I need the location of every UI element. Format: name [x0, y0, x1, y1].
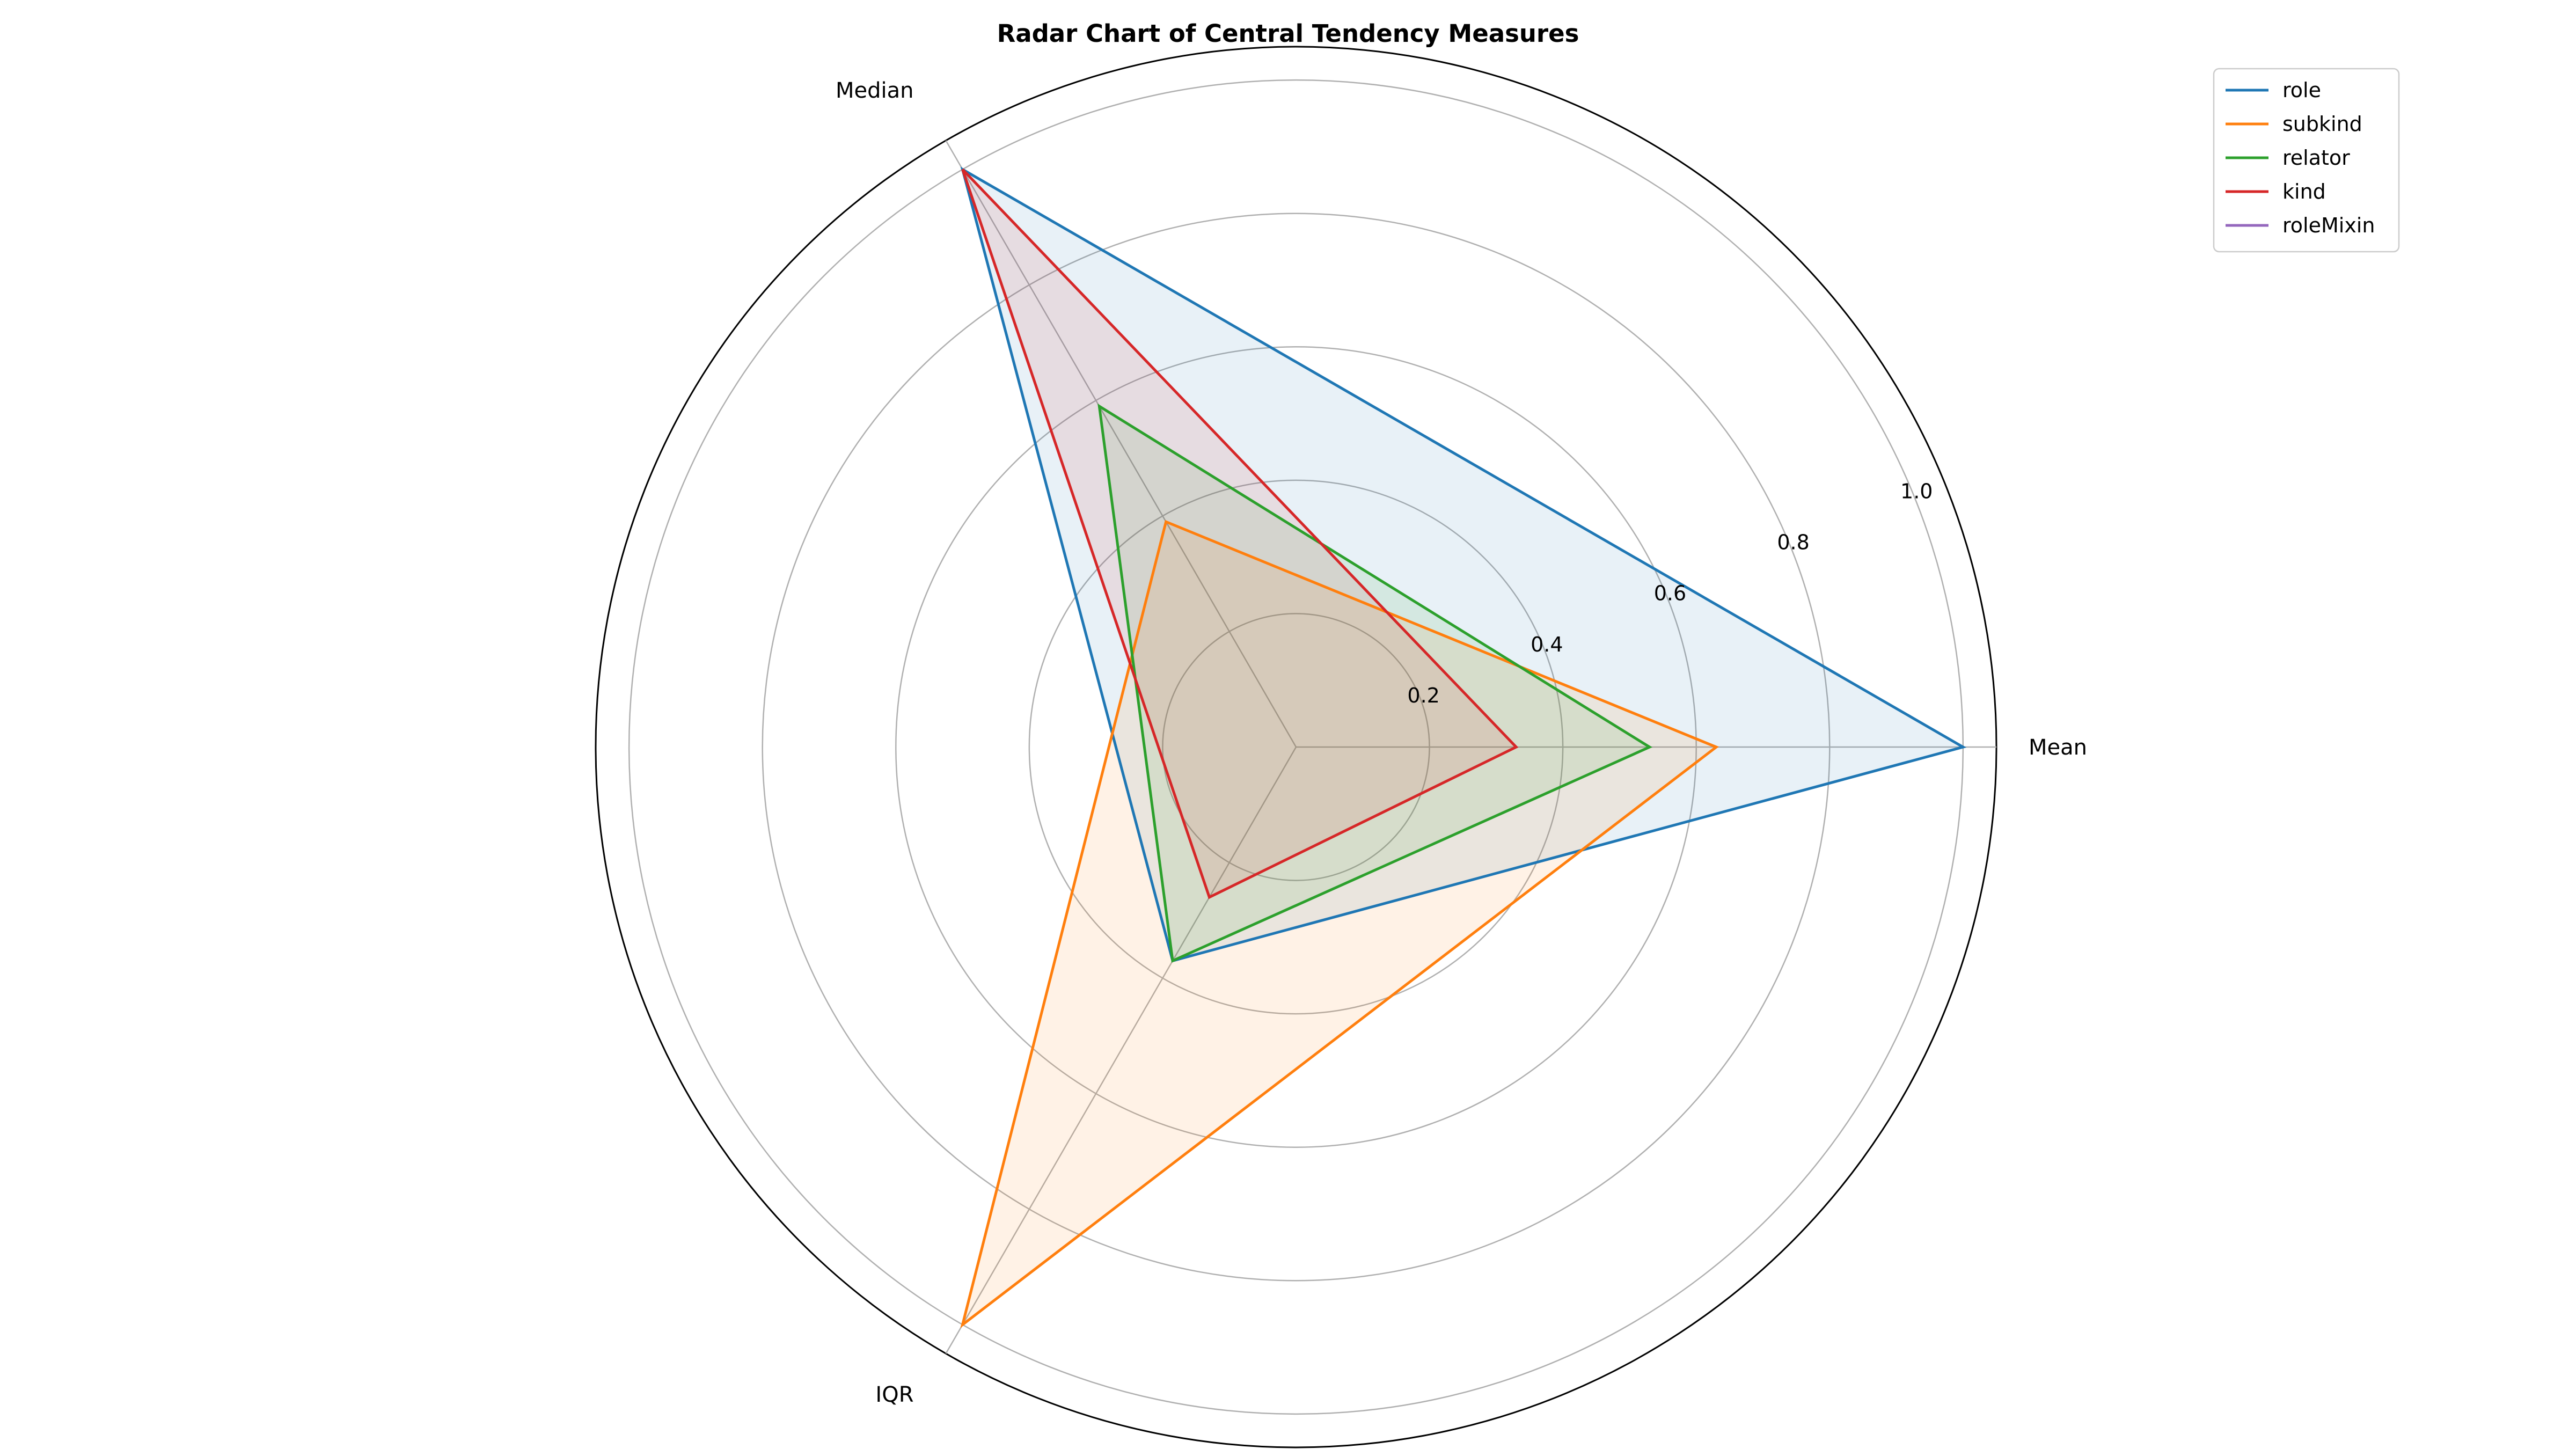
axis-spoke: [945, 140, 1297, 748]
legend-frame: [2213, 68, 2400, 253]
legend-label-relator: relator: [2282, 146, 2350, 170]
axis-label-mean: Mean: [2029, 735, 2087, 760]
axis-spoke: [945, 747, 1297, 1354]
series-lines: [960, 166, 1967, 1328]
legend-label-roleMixin: roleMixin: [2282, 214, 2375, 237]
series-line-role: [960, 166, 1967, 963]
radar-grid: [595, 46, 1997, 1448]
legend-label-subkind: subkind: [2282, 112, 2362, 136]
series-line-subkind: [960, 519, 1719, 1328]
series-line-kind: [961, 168, 1519, 899]
axis-label-iqr: IQR: [875, 1382, 913, 1407]
radial-tick-label: 0.6: [1654, 582, 1686, 605]
radial-tick-label: 0.8: [1777, 531, 1809, 554]
chart-title: Radar Chart of Central Tendency Measures: [997, 19, 1579, 48]
series-fill-kind: [962, 169, 1517, 897]
legend-label-kind: kind: [2282, 180, 2326, 203]
legend: role subkind relator kind roleMixin: [2213, 68, 2400, 253]
series-fills: [962, 169, 1963, 1325]
radial-tick-label: 0.2: [1407, 684, 1439, 707]
series-fill-relator: [1099, 406, 1650, 961]
axis-labels: 0.2 0.4 0.6 0.8 1.0 Mean Median IQR: [836, 78, 2087, 1407]
series-fill-role: [962, 169, 1963, 961]
legend-label-role: role: [2282, 78, 2321, 102]
radial-tick-label: 0.4: [1531, 633, 1563, 656]
axis-label-median: Median: [836, 78, 914, 103]
radial-tick-label: 1.0: [1900, 479, 1933, 503]
